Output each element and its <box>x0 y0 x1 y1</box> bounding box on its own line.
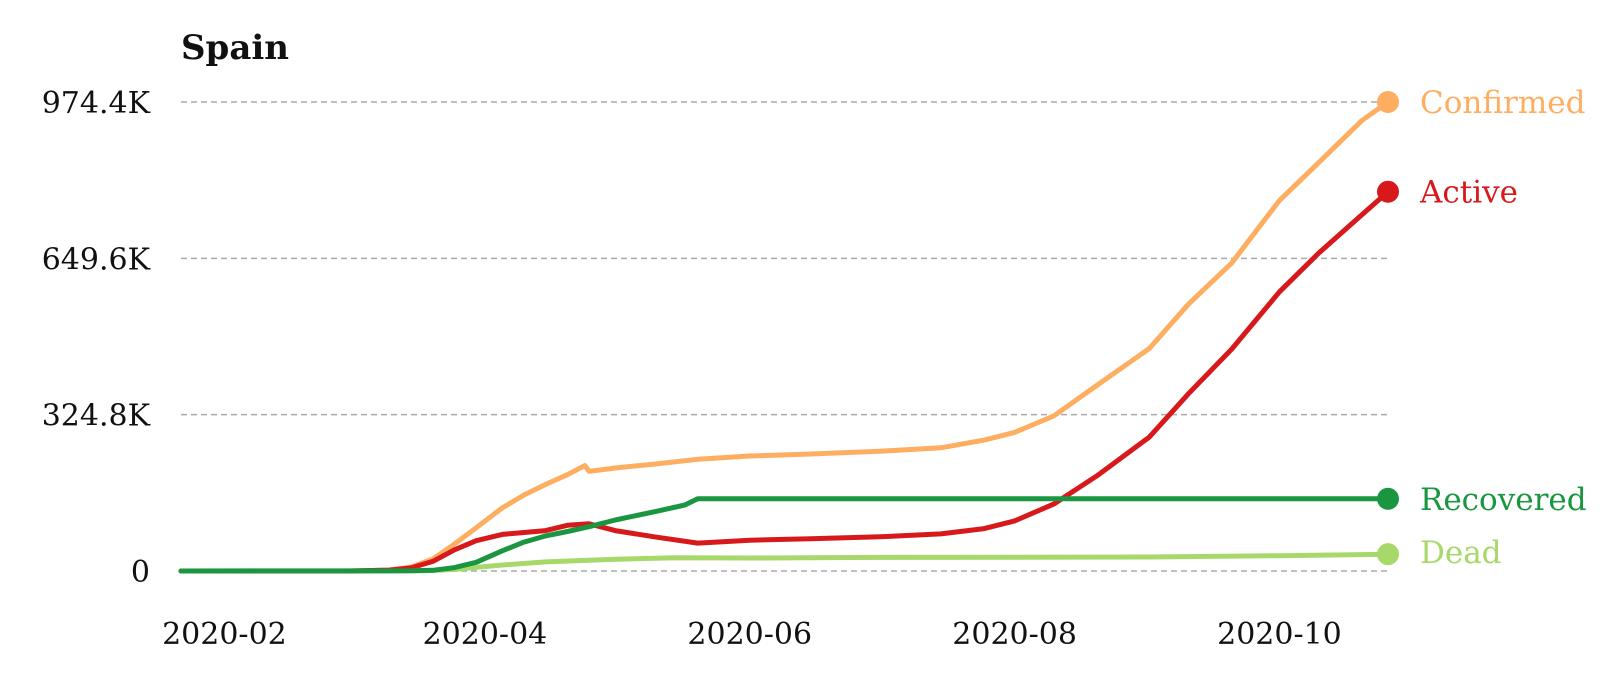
y-tick-label: 0 <box>131 555 150 590</box>
series-label-dead: Dead <box>1420 535 1502 571</box>
y-tick-label: 649.6K <box>42 242 151 277</box>
chart-title: Spain <box>181 28 289 68</box>
y-tick-label: 974.4K <box>42 86 151 121</box>
series-labels: Confirmed Active Recovered Dead <box>1419 85 1587 571</box>
series-lines <box>178 99 1391 574</box>
end-marker-dead <box>1377 543 1399 566</box>
x-tick-label: 2020-06 <box>687 617 812 652</box>
y-axis-ticks: 0 324.8K 649.6K 974.4K <box>42 86 151 590</box>
series-line-confirmed <box>178 99 1391 574</box>
series-end-markers <box>1377 91 1399 566</box>
end-marker-confirmed <box>1377 91 1399 113</box>
x-tick-label: 2020-08 <box>952 617 1077 652</box>
x-tick-label: 2020-10 <box>1217 617 1342 652</box>
series-label-active: Active <box>1419 175 1518 211</box>
y-tick-label: 324.8K <box>42 399 151 434</box>
series-label-recovered: Recovered <box>1420 482 1587 518</box>
grid-lines <box>181 101 1388 572</box>
x-tick-label: 2020-02 <box>162 617 287 652</box>
series-label-confirmed: Confirmed <box>1420 85 1585 121</box>
x-tick-label: 2020-04 <box>423 617 548 652</box>
end-marker-active <box>1377 180 1399 203</box>
series-line-recovered <box>178 496 1391 574</box>
series-line-active <box>178 189 1391 574</box>
x-axis-ticks: 2020-02 2020-04 2020-06 2020-08 2020-10 <box>162 617 1342 652</box>
end-marker-recovered <box>1377 487 1399 510</box>
